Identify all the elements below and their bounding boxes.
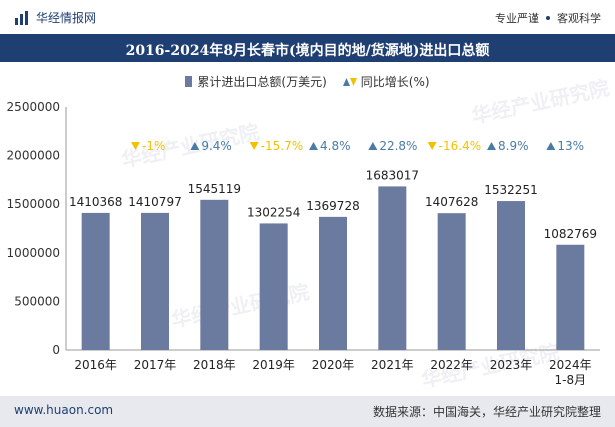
x-tick-label: 1-8月 bbox=[555, 373, 587, 387]
x-tick-label: 2018年 bbox=[193, 358, 236, 372]
chart-title: 2016-2024年8月长春市(境内目的地/货源地)进出口总额 bbox=[125, 43, 490, 59]
x-tick-label: 2021年 bbox=[371, 358, 414, 372]
growth-label: 22.8% bbox=[379, 139, 417, 153]
bar bbox=[378, 186, 407, 350]
bar-value-label: 1302254 bbox=[247, 205, 300, 219]
bar-value-label: 1369728 bbox=[306, 199, 359, 213]
x-tick-label: 2019年 bbox=[252, 358, 295, 372]
legend-label-growth: 同比增长(%) bbox=[360, 75, 430, 89]
title-bar: 2016-2024年8月长春市(境内目的地/货源地)进出口总额 bbox=[0, 34, 615, 62]
bar bbox=[497, 201, 525, 350]
separator-dot bbox=[546, 16, 550, 20]
x-tick-label: 2024年 bbox=[549, 358, 592, 372]
y-tick-label: 500000 bbox=[14, 294, 60, 308]
x-tick-label: 2020年 bbox=[312, 358, 355, 372]
y-tick-label: 2500000 bbox=[7, 100, 60, 114]
growth-up-triangle-icon bbox=[309, 142, 318, 150]
footer-source: 数据来源：中国海关，华经产业研究院整理 bbox=[372, 405, 601, 419]
y-tick-label: 2000000 bbox=[7, 149, 60, 163]
bar-value-label: 1082769 bbox=[544, 227, 597, 241]
growth-up-triangle-icon bbox=[487, 142, 496, 150]
growth-label: 4.8% bbox=[320, 139, 351, 153]
x-tick-label: 2023年 bbox=[490, 358, 533, 372]
bar bbox=[200, 199, 229, 350]
y-tick-label: 0 bbox=[52, 343, 60, 357]
x-tick-label: 2017年 bbox=[134, 358, 177, 372]
x-tick-label: 2016年 bbox=[74, 358, 117, 372]
growth-down-triangle-icon bbox=[131, 142, 140, 150]
growth-label: 13% bbox=[557, 139, 584, 153]
top-bar: 华经情报网 专业严谨 客观科学 bbox=[0, 0, 615, 34]
growth-up-triangle-icon bbox=[546, 142, 556, 150]
bar bbox=[556, 244, 585, 350]
growth-label: -16.4% bbox=[439, 139, 481, 153]
legend-item-growth: 同比增长(%) bbox=[342, 73, 430, 90]
bar-value-label: 1410368 bbox=[69, 195, 122, 209]
bar bbox=[437, 213, 466, 350]
bar-value-label: 1683017 bbox=[366, 168, 419, 182]
bar-value-label: 1407628 bbox=[425, 195, 478, 209]
bar bbox=[259, 223, 288, 350]
footer-website[interactable]: www.huaon.com bbox=[14, 403, 114, 417]
bar-chart-logo-icon bbox=[15, 10, 28, 25]
legend-label-total: 累计进出口总额(万美元) bbox=[197, 75, 327, 89]
legend-swatch-bar bbox=[185, 76, 193, 87]
bar bbox=[141, 212, 169, 350]
y-tick-label: 1000000 bbox=[7, 246, 60, 260]
x-tick-label: 2022年 bbox=[430, 358, 473, 372]
legend-item-total: 累计进出口总额(万美元) bbox=[185, 73, 327, 90]
bar-chart: 0 500000 1000000 1500000 2000000 2500000 14103… bbox=[7, 100, 600, 387]
growth-up-triangle-icon bbox=[190, 142, 200, 150]
growth-down-triangle-icon bbox=[427, 142, 437, 150]
growth-label: 8.9% bbox=[498, 139, 529, 153]
tag-objective: 客观科学 bbox=[557, 12, 601, 25]
bar bbox=[81, 212, 110, 350]
growth-label: 9.4% bbox=[201, 139, 232, 153]
bar-value-label: 1532251 bbox=[484, 183, 537, 197]
growth-up-triangle-icon bbox=[368, 142, 378, 150]
y-tick-label: 1500000 bbox=[7, 197, 60, 211]
bar bbox=[319, 216, 347, 350]
chart-legend: 累计进出口总额(万美元) 同比增长(%) bbox=[0, 73, 615, 90]
header-tags: 专业严谨 客观科学 bbox=[495, 10, 601, 26]
growth-label: -15.7% bbox=[261, 139, 303, 153]
bar-value-label: 1545119 bbox=[188, 182, 241, 196]
tag-professional: 专业严谨 bbox=[495, 12, 539, 25]
bar-value-label: 1410797 bbox=[128, 195, 181, 209]
growth-down-triangle-icon bbox=[249, 142, 259, 150]
growth-label: -1% bbox=[142, 139, 165, 153]
brand[interactable]: 华经情报网 bbox=[14, 9, 96, 26]
footer: www.huaon.com 数据来源：中国海关，华经产业研究院整理 bbox=[0, 396, 615, 427]
legend-up-down-triangle-icon bbox=[342, 78, 357, 86]
brand-name: 华经情报网 bbox=[36, 11, 97, 25]
